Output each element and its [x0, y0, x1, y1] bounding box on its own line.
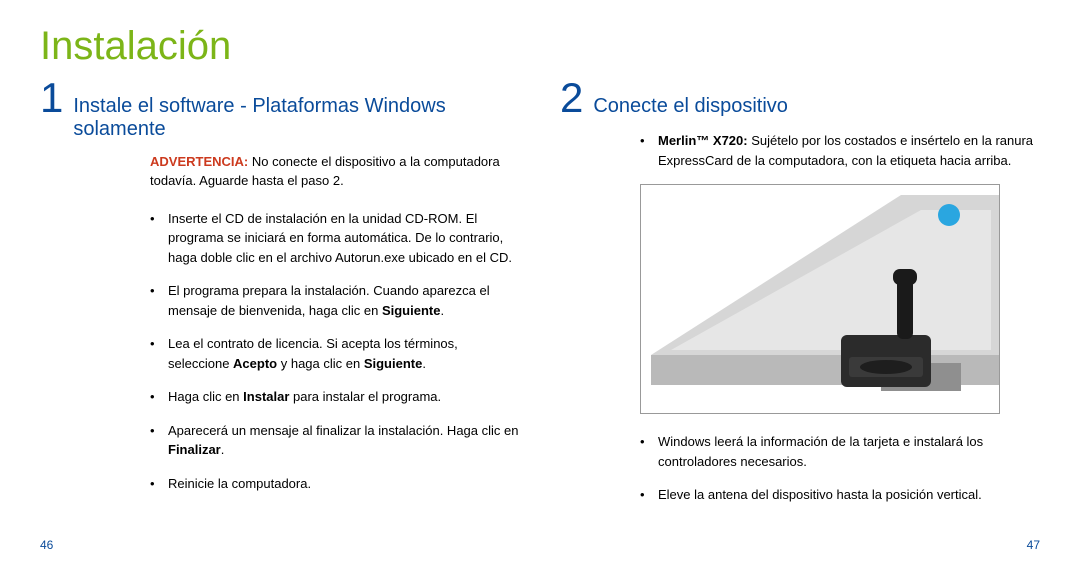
device-photo	[640, 184, 1000, 414]
step1-head: 1 Instale el software - Plataformas Wind…	[40, 77, 520, 141]
columns: 1 Instale el software - Plataformas Wind…	[40, 77, 1040, 519]
list-item: Haga clic en Instalar para instalar el p…	[150, 387, 520, 407]
step2-list-top: Merlin™ X720: Sujételo por los costados …	[640, 131, 1040, 170]
step2-head: 2 Conecte el dispositivo	[560, 77, 1040, 119]
page-number-left: 46	[40, 538, 53, 552]
list-item: Inserte el CD de instalación en la unida…	[150, 209, 520, 268]
device-photo-wrap	[640, 184, 1040, 414]
page-title: Instalación	[40, 24, 1040, 69]
list-item: Lea el contrato de licencia. Si acepta l…	[150, 334, 520, 373]
step1-title: Instale el software - Plataformas Window…	[73, 95, 520, 141]
list-item: Aparecerá un mensaje al finalizar la ins…	[150, 421, 520, 460]
step2-column: 2 Conecte el dispositivo Merlin™ X720: S…	[560, 77, 1040, 519]
list-item: Reinicie la computadora.	[150, 474, 520, 494]
step1-column: 1 Instale el software - Plataformas Wind…	[40, 77, 520, 519]
page-number-right: 47	[1027, 538, 1040, 552]
warning-label: ADVERTENCIA:	[150, 154, 248, 169]
step1-list: Inserte el CD de instalación en la unida…	[150, 209, 520, 494]
device-illustration	[641, 185, 1000, 414]
step2-list-bottom: Windows leerá la información de la tarje…	[640, 432, 1040, 505]
list-item: Eleve la antena del dispositivo hasta la…	[640, 485, 1040, 505]
step1-number: 1	[40, 77, 63, 119]
step2-number: 2	[560, 77, 583, 119]
step1-warning: ADVERTENCIA: No conecte el dispositivo a…	[150, 153, 520, 191]
list-item: Merlin™ X720: Sujételo por los costados …	[640, 131, 1040, 170]
list-item: Windows leerá la información de la tarje…	[640, 432, 1040, 471]
list-item: El programa prepara la instalación. Cuan…	[150, 281, 520, 320]
step2-title: Conecte el dispositivo	[593, 95, 788, 118]
